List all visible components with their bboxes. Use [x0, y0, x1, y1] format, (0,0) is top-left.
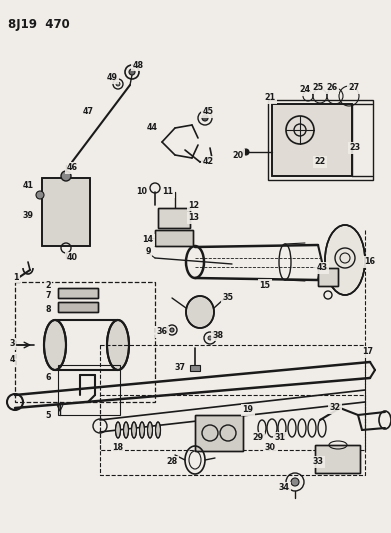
Text: 23: 23	[350, 143, 361, 152]
Ellipse shape	[107, 320, 129, 370]
Text: 31: 31	[274, 433, 285, 442]
Text: 17: 17	[362, 348, 373, 357]
Text: 16: 16	[364, 257, 375, 266]
Bar	[195, 415, 243, 451]
Bar	[318, 268, 338, 286]
Text: 27: 27	[348, 84, 360, 93]
Text: 46: 46	[66, 164, 77, 173]
Text: 33: 33	[312, 457, 323, 466]
Text: 39: 39	[23, 211, 34, 220]
Ellipse shape	[156, 422, 160, 438]
Bar	[100, 345, 365, 450]
Bar	[15, 282, 155, 402]
Text: 28: 28	[167, 457, 178, 466]
Circle shape	[61, 171, 71, 181]
Ellipse shape	[115, 422, 120, 438]
Text: 45: 45	[203, 108, 213, 117]
Text: 37: 37	[174, 364, 185, 373]
Text: 9: 9	[145, 247, 151, 256]
Text: 44: 44	[147, 124, 158, 133]
Text: 3: 3	[9, 340, 15, 349]
Bar	[315, 445, 360, 473]
Text: 36: 36	[156, 327, 167, 336]
Text: 14: 14	[142, 236, 154, 245]
Text: 6: 6	[45, 374, 51, 383]
Bar	[58, 302, 98, 312]
Text: 19: 19	[242, 406, 253, 415]
Circle shape	[116, 82, 120, 86]
Circle shape	[208, 336, 212, 340]
Circle shape	[243, 149, 249, 155]
Ellipse shape	[140, 422, 145, 438]
Circle shape	[291, 478, 299, 486]
Text: 7: 7	[45, 290, 51, 300]
Text: 49: 49	[106, 74, 118, 83]
Text: 29: 29	[253, 433, 264, 442]
Circle shape	[129, 69, 135, 75]
Text: 40: 40	[66, 254, 77, 262]
Bar	[42, 178, 90, 246]
Bar	[155, 230, 193, 246]
Circle shape	[170, 328, 174, 332]
Text: 13: 13	[188, 214, 199, 222]
Text: 35: 35	[222, 294, 233, 303]
Bar	[58, 365, 120, 415]
Text: 38: 38	[212, 330, 224, 340]
Circle shape	[36, 191, 44, 199]
Text: 20: 20	[232, 150, 244, 159]
Ellipse shape	[124, 422, 129, 438]
Bar	[100, 395, 365, 475]
Text: 5: 5	[45, 411, 51, 421]
Bar	[155, 230, 193, 246]
Bar	[190, 365, 200, 371]
Ellipse shape	[325, 225, 365, 295]
Text: 22: 22	[314, 157, 326, 166]
Bar	[58, 302, 98, 312]
Bar	[268, 100, 373, 180]
Bar	[318, 268, 338, 286]
Text: 25: 25	[312, 84, 324, 93]
Ellipse shape	[186, 296, 214, 328]
Bar	[315, 445, 360, 473]
Text: 11: 11	[163, 188, 174, 197]
Text: 2: 2	[45, 280, 51, 289]
Text: 8J19  470: 8J19 470	[8, 18, 70, 31]
Bar	[158, 208, 190, 228]
Bar	[42, 178, 90, 246]
Text: 30: 30	[264, 443, 276, 453]
Text: 21: 21	[264, 93, 276, 102]
Text: 26: 26	[326, 84, 337, 93]
Text: 12: 12	[188, 200, 199, 209]
Text: 32: 32	[330, 403, 341, 413]
Text: 47: 47	[83, 108, 93, 117]
Text: 18: 18	[113, 443, 124, 453]
Bar	[58, 288, 98, 298]
Text: 42: 42	[203, 157, 213, 166]
Text: 24: 24	[300, 85, 310, 94]
Text: 8: 8	[45, 304, 51, 313]
Ellipse shape	[147, 422, 152, 438]
Bar	[58, 288, 98, 298]
Bar	[158, 208, 190, 228]
Text: 48: 48	[133, 61, 143, 69]
Text: 1: 1	[13, 272, 19, 281]
Bar	[272, 104, 352, 176]
Text: 10: 10	[136, 188, 147, 197]
Text: 43: 43	[316, 263, 328, 272]
Ellipse shape	[44, 320, 66, 370]
Text: 15: 15	[260, 280, 271, 289]
Bar	[195, 415, 243, 451]
Circle shape	[202, 115, 208, 121]
Bar	[272, 104, 352, 176]
Text: 34: 34	[278, 483, 289, 492]
Text: 41: 41	[23, 181, 34, 190]
Ellipse shape	[131, 422, 136, 438]
Text: 4: 4	[9, 356, 15, 365]
